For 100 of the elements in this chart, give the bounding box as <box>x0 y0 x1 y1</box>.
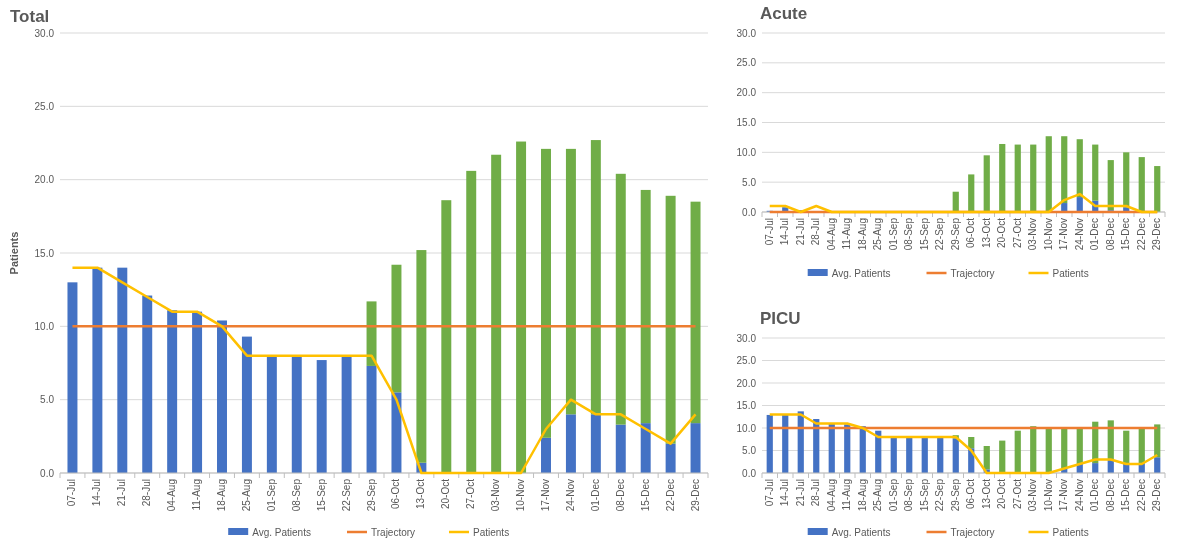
x-tick-label: 06-Oct <box>965 478 977 510</box>
x-tick-label: 29-Dec <box>689 479 701 512</box>
x-tick-label: 01-Sep <box>887 217 899 251</box>
x-tick-label: 20-Oct <box>440 478 452 510</box>
x-tick-label: 24-Nov <box>1073 218 1085 251</box>
y-tick-label: 15.0 <box>736 117 757 128</box>
y-tick-label: 25.0 <box>34 100 55 112</box>
x-tick-label: 13-Oct <box>980 478 992 510</box>
y-tick-label: 10.0 <box>34 320 55 332</box>
x-tick-label: 28-Jul <box>810 479 822 507</box>
y-tick-label: 5.0 <box>742 445 757 456</box>
x-tick-label: 08-Sep <box>903 478 915 512</box>
x-tick-label: 14-Jul <box>779 479 791 507</box>
chart-title: Total <box>10 7 50 26</box>
x-tick-label: 29-Sep <box>949 217 961 251</box>
x-tick-label: 29-Dec <box>1151 218 1163 251</box>
x-tick-label: 25-Aug <box>240 479 252 512</box>
x-tick-label: 24-Nov <box>1073 479 1085 512</box>
x-tick-label: 13-Oct <box>415 478 427 510</box>
x-tick-label: 04-Aug <box>825 218 837 251</box>
y-axis-title: Patients <box>8 231 20 275</box>
x-tick-label: 18-Aug <box>856 479 868 512</box>
x-tick-label: 22-Dec <box>1135 479 1147 512</box>
x-tick-label: 22-Sep <box>934 217 946 251</box>
y-tick-label: 15.0 <box>736 400 757 411</box>
x-tick-label: 07-Jul <box>763 218 775 246</box>
x-tick-label: 10-Nov <box>515 479 527 512</box>
x-tick-label: 27-Oct <box>465 478 477 510</box>
x-tick-label: 04-Aug <box>166 479 178 512</box>
x-tick-label: 11-Aug <box>191 479 203 511</box>
x-tick-label: 17-Nov <box>540 479 551 512</box>
legend-label: Trajectory <box>371 527 416 538</box>
x-tick-label: 10-Nov <box>1042 218 1054 251</box>
x-tick-label: 15-Sep <box>918 478 930 512</box>
y-tick-label: 20.0 <box>34 174 55 186</box>
y-tick-label: 15.0 <box>34 247 55 259</box>
x-tick-label: 08-Sep <box>903 217 915 251</box>
y-tick-label: 30.0 <box>34 27 55 39</box>
x-tick-label: 13-Oct <box>980 217 992 249</box>
x-tick-label: 17-Nov <box>1058 479 1070 512</box>
x-tick-label: 18-Aug <box>856 218 868 251</box>
x-tick-label: 01-Dec <box>589 479 601 512</box>
x-tick-label: 06-Oct <box>965 217 977 249</box>
x-tick-label: 03-Nov <box>490 479 502 512</box>
legend-label: Patients <box>1052 268 1089 279</box>
chart-title: PICU <box>760 309 801 328</box>
x-tick-label: 10-Nov <box>1042 479 1054 512</box>
legend-label: Avg. Patients <box>831 268 891 279</box>
x-tick-label: 22-Dec <box>1135 218 1147 251</box>
y-tick-label: 5.0 <box>40 394 55 406</box>
x-tick-label: 18-Aug <box>216 479 227 512</box>
x-tick-label: 17-Nov <box>1058 218 1070 251</box>
legend-label: Avg. Patients <box>252 527 311 538</box>
x-tick-label: 15-Dec <box>1120 218 1132 251</box>
x-tick-label: 20-Oct <box>996 478 1008 510</box>
x-tick-label: 25-Aug <box>872 479 884 512</box>
x-tick-label: 07-Jul <box>66 479 78 507</box>
y-tick-label: 30.0 <box>736 27 757 39</box>
legend-label: Avg. Patients <box>831 527 891 538</box>
x-tick-label: 01-Dec <box>1089 218 1101 251</box>
y-tick-label: 25.0 <box>736 355 757 366</box>
y-tick-label: 20.0 <box>736 87 757 99</box>
x-tick-label: 04-Aug <box>825 479 837 512</box>
y-tick-label: 10.0 <box>736 422 757 434</box>
x-tick-label: 01-Sep <box>887 478 899 512</box>
x-tick-label: 27-Oct <box>1011 217 1023 249</box>
x-tick-label: 28-Jul <box>810 218 822 246</box>
y-tick-label: 20.0 <box>736 377 757 389</box>
x-tick-label: 21-Jul <box>794 479 806 507</box>
x-tick-label: 08-Dec <box>614 479 626 512</box>
x-tick-label: 27-Oct <box>1011 478 1023 510</box>
legend-label: Trajectory <box>950 268 995 279</box>
y-tick-label: 0.0 <box>742 467 757 479</box>
x-tick-label: 03-Nov <box>1027 218 1039 251</box>
x-tick-label: 08-Dec <box>1104 479 1116 512</box>
y-tick-label: 0.0 <box>742 206 757 218</box>
x-tick-label: 11-Aug <box>841 479 853 511</box>
x-tick-label: 21-Jul <box>116 479 128 507</box>
x-tick-label: 22-Sep <box>934 478 946 512</box>
x-tick-label: 15-Dec <box>1120 479 1132 512</box>
x-tick-label: 15-Sep <box>315 478 327 512</box>
y-tick-label: 0.0 <box>40 467 55 479</box>
x-tick-label: 29-Sep <box>365 478 377 512</box>
x-tick-label: 15-Sep <box>918 217 930 251</box>
x-tick-label: 25-Aug <box>872 218 884 251</box>
x-tick-label: 22-Dec <box>664 479 676 512</box>
x-tick-label: 14-Jul <box>779 218 791 246</box>
x-tick-label: 15-Dec <box>639 479 651 512</box>
y-tick-label: 25.0 <box>736 57 757 69</box>
x-tick-label: 28-Jul <box>141 479 153 507</box>
y-tick-label: 5.0 <box>742 176 757 188</box>
x-tick-label: 01-Sep <box>265 478 277 512</box>
y-tick-label: 10.0 <box>736 146 757 158</box>
x-tick-label: 06-Oct <box>390 478 402 510</box>
legend-label: Trajectory <box>950 527 995 538</box>
x-tick-label: 08-Dec <box>1104 218 1116 251</box>
x-tick-label: 22-Sep <box>340 478 352 512</box>
legend-label: Patients <box>473 527 510 538</box>
x-tick-label: 08-Sep <box>290 478 302 512</box>
x-tick-label: 07-Jul <box>763 479 775 507</box>
